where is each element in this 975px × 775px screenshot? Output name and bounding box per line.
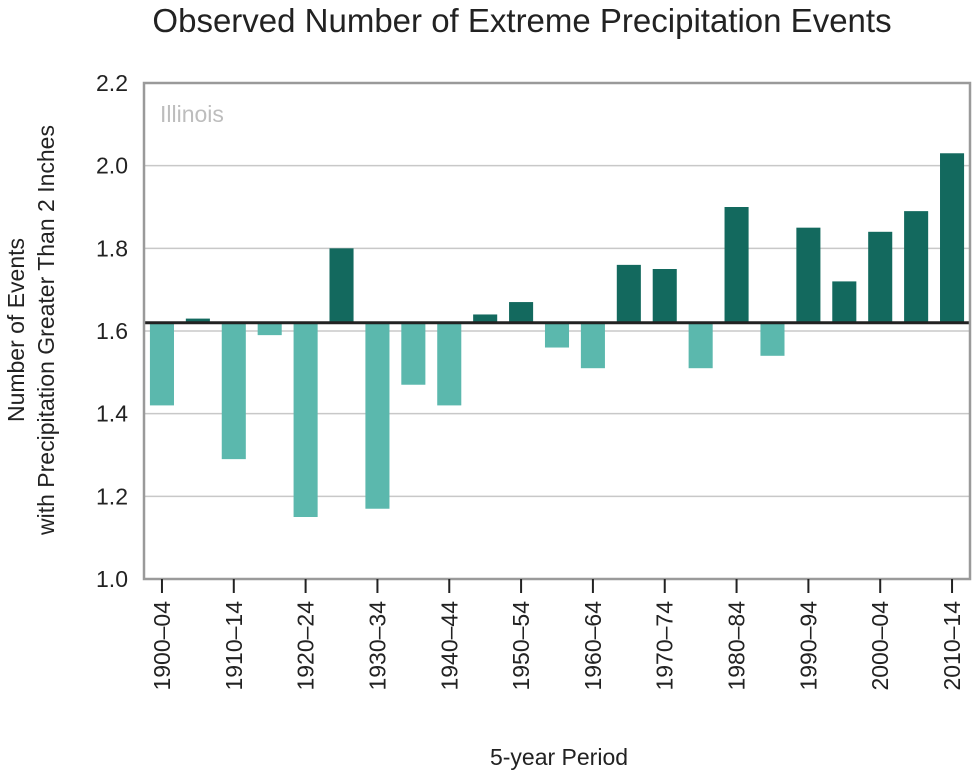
bar-1900–04 [149,322,174,406]
bar-1945–49 [473,314,498,323]
y-axis-label-line2: with Precipitation Greater Than 2 Inches [33,125,59,536]
region-label: Illinois [160,101,224,127]
y-tick-label-2.0: 2.0 [96,153,128,179]
bars [149,153,965,517]
chart-title: Observed Number of Extreme Precipitation… [152,2,891,39]
bar-2000–04 [868,231,893,323]
y-tick-label-1.6: 1.6 [96,318,128,344]
bar-1910–14 [221,322,246,460]
bar-1920–24 [293,322,318,517]
bar-1905–09 [185,318,210,323]
x-tick-label-1900–04: 1900–04 [149,601,175,691]
x-tick-label-1970–74: 1970–74 [652,601,678,691]
x-axis-label: 5-year Period [490,744,628,770]
plot-frame [142,81,972,581]
bar-1990–94 [796,227,821,323]
x-tick-label-1990–94: 1990–94 [795,601,821,691]
bar-1995–99 [832,281,857,323]
bar-1935–39 [401,322,426,385]
y-axis-label-line1: Number of Events [3,238,29,422]
y-tick-label-1.0: 1.0 [96,566,128,592]
bar-1940–44 [437,322,462,406]
x-tick-label-1940–44: 1940–44 [436,601,462,691]
bar-1955–59 [544,322,570,348]
y-tick-label-1.2: 1.2 [96,483,128,509]
bar-2010–14 [940,153,965,323]
bar-1985–89 [760,322,785,356]
x-tick-label-2000–04: 2000–04 [867,601,893,691]
y-axis-ticks: 1.0 1.2 1.4 1.6 1.8 2.0 2.2 [96,70,128,592]
x-tick-label-1950–54: 1950–54 [508,601,534,691]
x-tick-label-1980–84: 1980–84 [724,601,750,691]
bar-1930–34 [365,322,390,509]
bar-1925–29 [329,248,354,323]
y-tick-label-1.4: 1.4 [96,401,128,427]
x-tick-label-1960–64: 1960–64 [580,601,606,691]
y-tick-label-1.8: 1.8 [96,235,128,261]
x-axis-ticks: 1900–04 1910–14 1920–24 1930–34 1940–44 1950–… [149,579,965,691]
x-tick-label-1930–34: 1930–34 [364,601,390,691]
bar-1950–54 [509,302,534,323]
y-tick-label-2.2: 2.2 [96,70,128,96]
bar-1975–79 [688,322,713,369]
x-tick-label-1920–24: 1920–24 [293,601,319,691]
x-tick-label-2010–14: 2010–14 [939,601,965,691]
bar-1970–74 [652,269,677,323]
bar-1960–64 [580,322,605,369]
bar-1915–19 [257,322,282,336]
bar-2005–09 [904,211,929,323]
bar-1965–69 [616,264,641,323]
x-tick-label-1910–14: 1910–14 [221,601,247,691]
bar-1980–84 [724,207,749,323]
